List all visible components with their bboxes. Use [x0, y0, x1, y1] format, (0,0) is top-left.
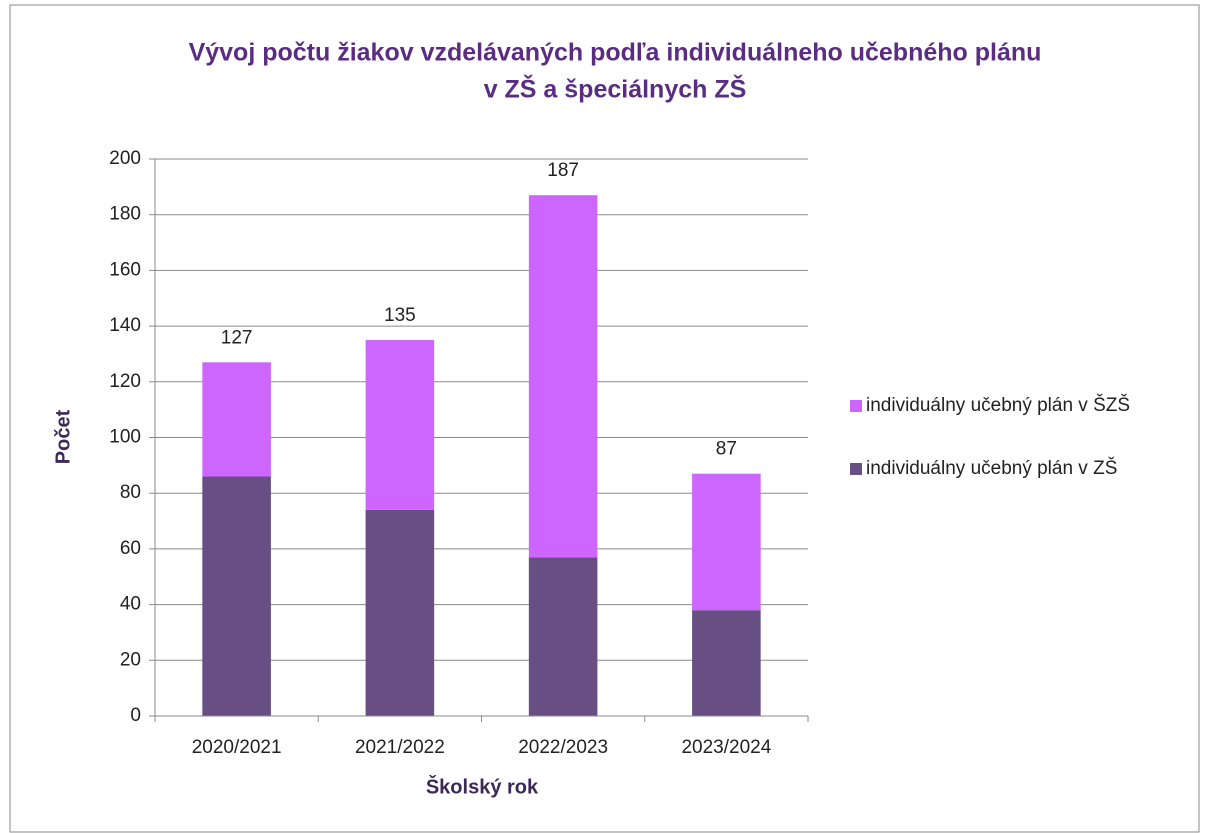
bar-segment: [202, 476, 271, 716]
total-label: 87: [716, 439, 737, 460]
y-tick-label: 160: [109, 259, 141, 280]
bar-segment: [528, 195, 598, 558]
total-label: 127: [221, 327, 253, 348]
x-tick-label: 2020/2021: [192, 737, 282, 758]
x-tick-label: 2021/2022: [355, 737, 445, 758]
bar-segment: [365, 509, 435, 716]
y-tick-label: 200: [109, 148, 141, 169]
x-axis-title: Školský rok: [426, 774, 539, 798]
x-tick-label: 2022/2023: [518, 737, 608, 758]
legend-label: individuálny učebný plán v ZŠ: [866, 457, 1117, 479]
y-tick-label: 180: [109, 204, 141, 225]
y-tick-label: 140: [109, 315, 141, 336]
chart-title: v ZŠ a špeciálnych ZŠ: [484, 74, 747, 104]
y-tick-label: 100: [109, 427, 141, 448]
legend-label: individuálny učebný plán v ŠZŠ: [866, 394, 1130, 416]
bar-segment: [202, 362, 271, 477]
y-tick-label: 0: [130, 705, 141, 726]
legend-swatch: [850, 463, 862, 475]
y-tick-label: 40: [120, 594, 141, 615]
y-tick-label: 120: [109, 371, 141, 392]
y-tick-label: 80: [120, 482, 141, 503]
chart-title: Vývoj počtu žiakov vzdelávaných podľa in…: [189, 39, 1042, 67]
y-tick-label: 60: [120, 538, 141, 559]
bar-segment: [528, 557, 598, 716]
total-label: 135: [384, 305, 416, 326]
bar-segment: [365, 340, 435, 510]
bar-segment: [692, 610, 761, 716]
bar-segment: [692, 473, 761, 611]
x-tick-label: 2023/2024: [681, 737, 771, 758]
y-tick-label: 20: [120, 649, 141, 670]
total-label: 187: [547, 160, 579, 181]
chart-frame: [9, 4, 1200, 833]
y-axis-title: Počet: [52, 409, 74, 464]
legend-swatch: [850, 400, 862, 412]
